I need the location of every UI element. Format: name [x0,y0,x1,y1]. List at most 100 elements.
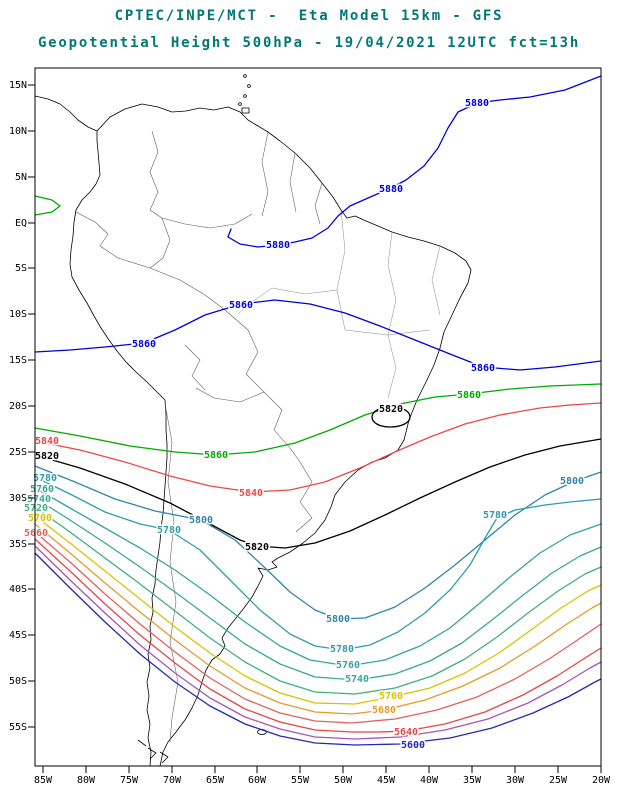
lon-label: 35W [463,775,482,786]
lat-label: 10S [9,309,27,320]
contour-label-layer: 5880 5880 5880 5860 5860 5860 5860 5860 … [22,97,585,753]
lat-label: 35S [9,539,27,550]
contour-line-5720 [34,506,602,695]
chart-title-line2: Geopotential Height 500hPa - 19/04/2021 … [37,35,581,51]
contour-label-5680: 5680 [372,705,396,716]
lat-label: EQ [15,218,27,229]
contour-label-5760: 5760 [336,660,360,671]
contour-line-5860-equator-arc [34,195,61,216]
lat-label: 50S [9,676,27,687]
contour-label-5780: 5780 [483,510,507,521]
contour-line-5860-subtropical [34,383,602,456]
contour-label-5820: 5820 [35,451,59,462]
country-borders [75,130,323,743]
contour-label-5700: 5700 [379,691,403,702]
lon-axis-ticks [42,766,602,773]
contour-label-5820: 5820 [245,542,269,553]
lon-axis-labels: 85W 80W 75W 70W 65W 60W 55W 50W 45W 40W … [34,775,611,786]
lon-label: 75W [120,775,139,786]
lat-label: 25S [9,447,27,458]
contour-line-5820 [34,438,602,549]
lon-label: 65W [206,775,225,786]
contour-label-5780: 5780 [33,473,57,484]
contour-label-5660: 5660 [24,528,48,539]
chart-header: CPTEC/INPE/MCT - Eta Model 15km - GFS Ge… [0,8,618,62]
contour-line-5640 [34,538,602,733]
contour-label-5860: 5860 [204,450,228,461]
contour-label-5640: 5640 [394,727,418,738]
contour-line-5820-closed-low [371,406,411,428]
contour-label-5800: 5800 [560,476,584,487]
contour-label-5780: 5780 [330,644,354,655]
geography-layer [34,74,472,767]
lon-label: 20W [592,775,611,786]
lat-label: 10N [9,126,27,137]
map-frame [34,67,602,767]
lon-label: 30W [506,775,525,786]
lat-label: 40S [9,584,27,595]
lat-label: 55S [9,722,27,733]
lat-label: 20S [9,401,27,412]
contour-line-5780 [34,476,602,651]
contour-line-5860-north [34,299,602,371]
contour-label-5880: 5880 [379,184,403,195]
lon-label: 60W [248,775,267,786]
contour-line-5800 [34,465,602,620]
lon-label: 85W [34,775,53,786]
contour-line-5600 [34,552,602,746]
chart-title-line1: CPTEC/INPE/MCT - Eta Model 15km - GFS [114,8,504,24]
lon-label: 45W [377,775,396,786]
contour-label-5600: 5600 [401,740,425,751]
lon-label: 25W [549,775,568,786]
antilles-island [243,94,247,98]
contour-label-5840: 5840 [35,436,59,447]
contour-line-5880 [227,75,602,248]
lat-label: 15N [9,80,27,91]
state-borders [237,209,441,399]
contour-label-5880: 5880 [465,98,489,109]
contour-label-5740: 5740 [27,494,51,505]
contour-label-5800: 5800 [326,614,350,625]
contour-line-5660 [34,531,602,724]
contour-line-5700 [34,515,602,705]
lat-label: 30S [9,493,27,504]
lat-axis-labels: 15N 10N 5N EQ 5S 10S 15S 20S 25S 30S 35S… [9,80,27,733]
contour-line-5620 [34,545,602,740]
antilles-island [243,74,247,78]
lat-label: 45S [9,630,27,641]
contour-label-5740: 5740 [345,674,369,685]
contour-line-5740 [34,497,602,681]
contour-label-5840: 5840 [239,488,263,499]
trinidad-island [241,107,250,114]
contour-label-5860: 5860 [471,363,495,374]
lon-label: 80W [77,775,96,786]
tierra-del-fuego-islands [137,739,169,764]
contour-label-5700: 5700 [28,513,52,524]
lon-label: 40W [420,775,439,786]
lon-label: 55W [291,775,310,786]
lon-label: 70W [163,775,182,786]
contour-label-5880: 5880 [266,240,290,251]
lon-label: 50W [334,775,353,786]
contour-label-5800: 5800 [189,515,213,526]
contour-label-5780: 5780 [157,525,181,536]
contour-line-5680 [34,523,602,715]
lat-label: 15S [9,355,27,366]
central-america-coastline [34,95,98,132]
contour-label-5860: 5860 [229,300,253,311]
contour-label-5860: 5860 [457,390,481,401]
antilles-island [247,84,251,88]
south-america-coastline [69,103,472,767]
contour-line-5760 [34,487,602,667]
contour-layer [34,75,602,746]
contour-line-5840 [34,402,602,493]
contour-label-5860: 5860 [132,339,156,350]
contour-label-5720: 5720 [24,503,48,514]
antilles-island [238,102,242,106]
lat-label: 5S [15,263,27,274]
lat-axis-ticks [28,84,35,728]
contour-label-5820: 5820 [379,404,403,415]
lat-label: 5N [15,172,27,183]
